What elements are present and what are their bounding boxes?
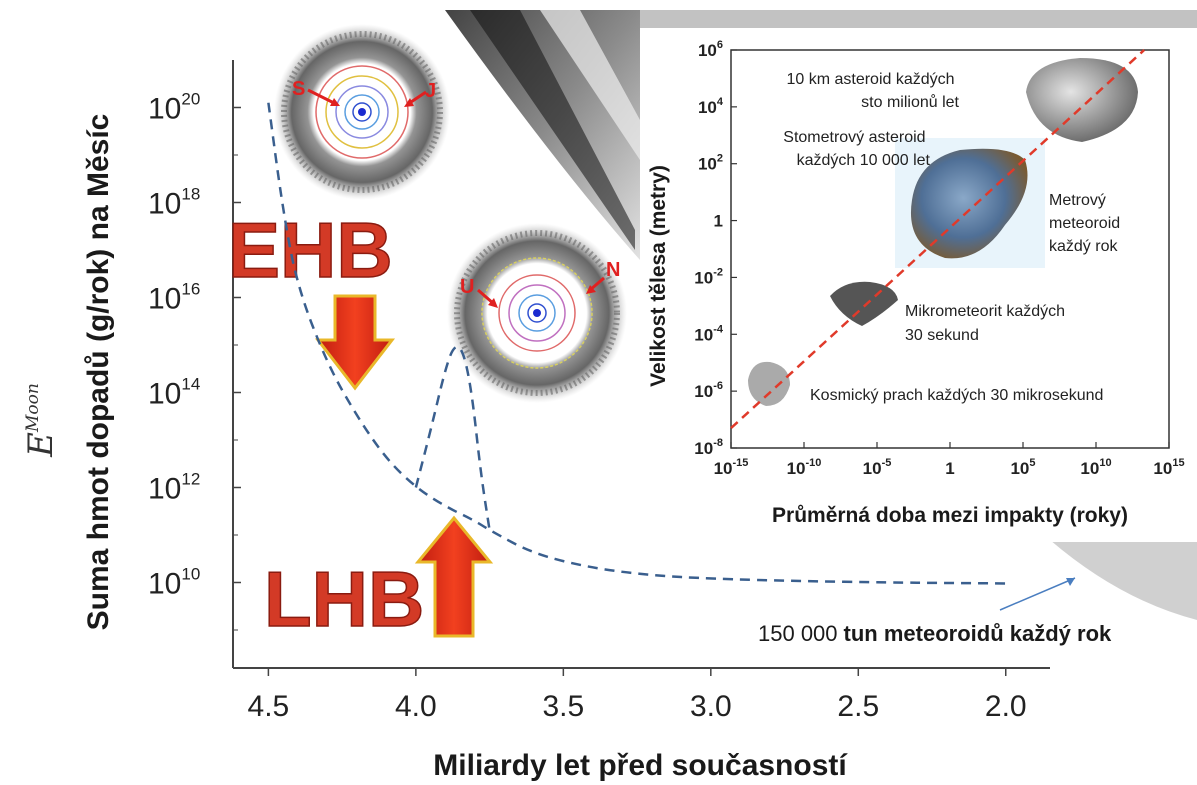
lhb-label: LHB [264,555,424,643]
ehb-label: EHB [228,206,393,294]
inset-label-100m-line1: Stometrový asteroid [783,129,925,146]
inset-label-100m-line2: každých 10 000 let [797,152,931,169]
x-tick-label: 2.5 [837,690,879,723]
inset-label-1m-line3: každý rok [1049,238,1118,255]
inset-label-1m-line1: Metrový [1049,192,1106,209]
inset-label-micro-line2: 30 sekund [905,327,979,344]
x-tick-label: 2.0 [985,690,1027,723]
y-tick-label: 1012 [148,470,200,506]
note-text: 150 000 tun meteoroidů každý rok [758,621,1112,646]
inset-panel: 10-15 10-10 10-5 1 105 1010 1015 106104102110-… [640,28,1197,542]
inset-label-micro-line1: Mikrometeorit každých [905,303,1065,320]
inset-x-tick-label: 1 [945,459,954,478]
y-tick-label: 1014 [148,375,200,411]
y-side-symbol-sup: Moon [23,383,43,433]
x-tick-label: 4.5 [248,690,290,723]
ehb-arrow [318,296,392,388]
inset-label-10km-line2: sto milionů let [861,93,959,111]
disk-illustration-saturn-jupiter: S J [274,24,450,200]
lhb-arrow [418,518,490,636]
y-axis-title: Suma hmot dopadů (g/rok) na Měsíc [82,114,115,631]
note-number: 150 000 [758,621,838,646]
inset-x-axis-title: Průměrná doba mezi impakty (roky) [772,504,1128,527]
note-bold-text: tun meteoroidů každý rok [844,621,1112,646]
disk-illustration-uranus-neptune: U N [447,223,627,403]
x-tick-label: 4.0 [395,690,437,723]
x-tick-label: 3.0 [690,690,732,723]
x-tick-label: 3.5 [542,690,584,723]
y-tick-label: 1018 [148,185,200,221]
y-side-symbol: EMoon [21,383,61,458]
y-tick-label: 1010 [148,565,200,601]
planet-label-u: U [460,276,474,298]
y-side-symbol-base: E [21,432,61,458]
y-tick-label: 1016 [148,280,200,316]
planet-label-j: J [425,80,436,102]
inset-label-10km-line1: 10 km asteroid každých [786,71,954,88]
inset-label-1m-line2: meteoroid [1049,215,1120,232]
planet-label-n: N [606,259,620,281]
note-annotation: 150 000 tun meteoroidů každý rok [758,578,1112,646]
inset-label-dust: Kosmický prach každých 30 mikrosekund [810,387,1103,404]
x-axis-ticks: 4.5 4.0 3.5 3.0 2.5 2.0 [248,668,1027,723]
y-axis-ticks: 1020 1018 1016 1014 1012 1010 [148,90,241,631]
inset-y-tick-label: 1 [714,212,723,231]
y-tick-label: 1020 [148,90,200,126]
planet-label-s: S [292,78,305,100]
inset-y-axis-title: Velikost tělesa (metry) [647,165,670,387]
x-axis-title: Miliardy let před současností [433,749,848,782]
